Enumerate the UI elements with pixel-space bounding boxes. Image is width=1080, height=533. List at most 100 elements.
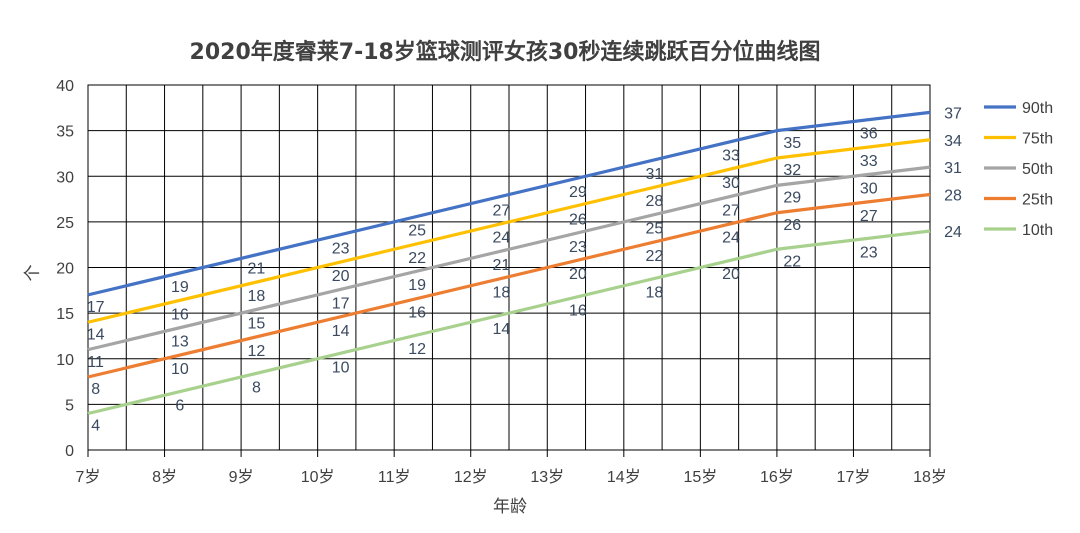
legend-label-25th: 25th [1022, 192, 1053, 209]
data-label-90th: 23 [332, 241, 350, 258]
data-label-75th: 28 [646, 193, 664, 210]
series-line-25th [87, 192, 931, 379]
data-labels: 17 19 21 23 25 27 29 31 33 35 36 37 14 16 18 20 22 24 26 28… [87, 105, 962, 434]
end-label-90th: 37 [944, 105, 962, 122]
series-lines [87, 110, 931, 416]
data-label-10th: 23 [860, 244, 878, 261]
x-tick-label: 18岁 [913, 468, 947, 486]
data-label-90th: 35 [783, 135, 801, 152]
legend-label-75th: 75th [1022, 131, 1053, 148]
x-axis-title: 年龄 [493, 497, 527, 517]
series-line-50th [87, 165, 931, 352]
data-label-75th: 18 [248, 288, 266, 305]
data-label-75th: 20 [332, 268, 350, 285]
x-tick-label: 11岁 [378, 468, 411, 486]
y-tick-label: 40 [56, 78, 74, 95]
data-label-75th: 14 [87, 326, 105, 343]
data-label-50th: 13 [171, 334, 189, 351]
data-label-10th: 14 [492, 321, 510, 338]
data-label-90th: 33 [722, 148, 740, 165]
data-label-50th: 15 [248, 315, 266, 332]
plot-border [87, 84, 931, 451]
data-label-25th: 12 [248, 343, 266, 360]
end-label-50th: 31 [944, 160, 962, 177]
data-label-90th: 25 [408, 222, 426, 239]
chart-title: 2020年度睿莱7-18岁篮球测评女孩30秒连续跳跃百分位曲线图 [190, 39, 821, 65]
x-tick-label: 16岁 [760, 468, 794, 486]
series-line-90th [87, 110, 931, 297]
data-label-25th: 20 [569, 266, 587, 283]
data-label-50th: 23 [569, 239, 587, 256]
data-label-25th: 8 [91, 381, 100, 398]
axes: 0 5 10 15 20 25 30 35 40 7岁 8岁 9岁 10岁 11岁 12岁 13岁 14岁 15岁… [56, 78, 947, 486]
data-label-75th: 30 [722, 175, 740, 192]
data-label-90th: 27 [492, 202, 510, 219]
data-label-75th: 22 [408, 250, 426, 267]
series-line-10th [87, 229, 931, 416]
data-label-50th: 25 [646, 221, 664, 238]
data-label-50th: 30 [860, 180, 878, 197]
data-label-10th: 18 [646, 284, 664, 301]
data-label-75th: 32 [783, 162, 801, 179]
data-label-25th: 27 [860, 208, 878, 225]
y-axis-title: 个 [23, 265, 43, 282]
y-tick-label: 30 [56, 169, 74, 186]
data-label-25th: 14 [332, 323, 350, 340]
legend-label-10th: 10th [1022, 222, 1053, 239]
data-label-50th: 17 [332, 295, 350, 312]
y-tick-label: 35 [56, 124, 74, 141]
data-label-10th: 8 [252, 379, 261, 396]
legend: 90th 75th 50th 25th 10th [984, 100, 1053, 239]
data-label-90th: 21 [248, 261, 266, 278]
x-tick-label: 9岁 [229, 468, 254, 486]
x-tick-label: 7岁 [76, 468, 101, 486]
x-tick-label: 10岁 [301, 468, 335, 486]
data-label-90th: 31 [646, 166, 664, 183]
end-label-75th: 34 [944, 133, 962, 150]
data-label-90th: 36 [860, 126, 878, 143]
end-label-10th: 24 [944, 224, 962, 241]
data-label-25th: 18 [492, 284, 510, 301]
x-tick-label: 13岁 [530, 468, 564, 486]
data-label-90th: 29 [569, 184, 587, 201]
y-tick-label: 0 [65, 443, 74, 460]
x-tick-label: 14岁 [607, 468, 641, 486]
y-tick-label: 5 [65, 397, 74, 414]
data-label-25th: 24 [722, 230, 740, 247]
legend-label-50th: 50th [1022, 161, 1053, 178]
x-tick-label: 15岁 [683, 468, 717, 486]
data-label-10th: 16 [569, 303, 587, 320]
data-label-10th: 4 [91, 418, 100, 435]
data-label-90th: 19 [171, 279, 189, 296]
x-tick-label: 8岁 [152, 468, 177, 486]
y-tick-label: 20 [56, 261, 74, 278]
data-label-10th: 12 [408, 341, 426, 358]
data-label-50th: 27 [722, 202, 740, 219]
data-label-90th: 17 [87, 299, 105, 316]
data-label-50th: 19 [408, 277, 426, 294]
data-label-75th: 16 [171, 306, 189, 323]
y-tick-label: 15 [56, 306, 74, 323]
data-label-50th: 29 [783, 190, 801, 207]
data-label-25th: 10 [171, 361, 189, 378]
x-tick-label: 12岁 [454, 468, 488, 486]
data-label-25th: 16 [408, 305, 426, 322]
y-tick-label: 10 [56, 352, 74, 369]
data-label-10th: 22 [783, 253, 801, 270]
x-tick-label: 17岁 [837, 468, 871, 486]
data-label-10th: 20 [722, 266, 740, 283]
data-label-25th: 22 [646, 248, 664, 265]
end-label-25th: 28 [944, 188, 962, 205]
data-label-75th: 33 [860, 153, 878, 170]
data-label-50th: 21 [492, 257, 510, 274]
data-label-10th: 6 [175, 398, 184, 415]
legend-label-90th: 90th [1022, 100, 1053, 117]
data-label-75th: 24 [492, 230, 510, 247]
y-tick-label: 25 [56, 215, 74, 232]
data-label-10th: 10 [332, 359, 350, 376]
data-label-75th: 26 [569, 211, 587, 228]
data-label-25th: 26 [783, 217, 801, 234]
data-label-50th: 11 [87, 354, 104, 371]
series-line-75th [87, 138, 931, 324]
